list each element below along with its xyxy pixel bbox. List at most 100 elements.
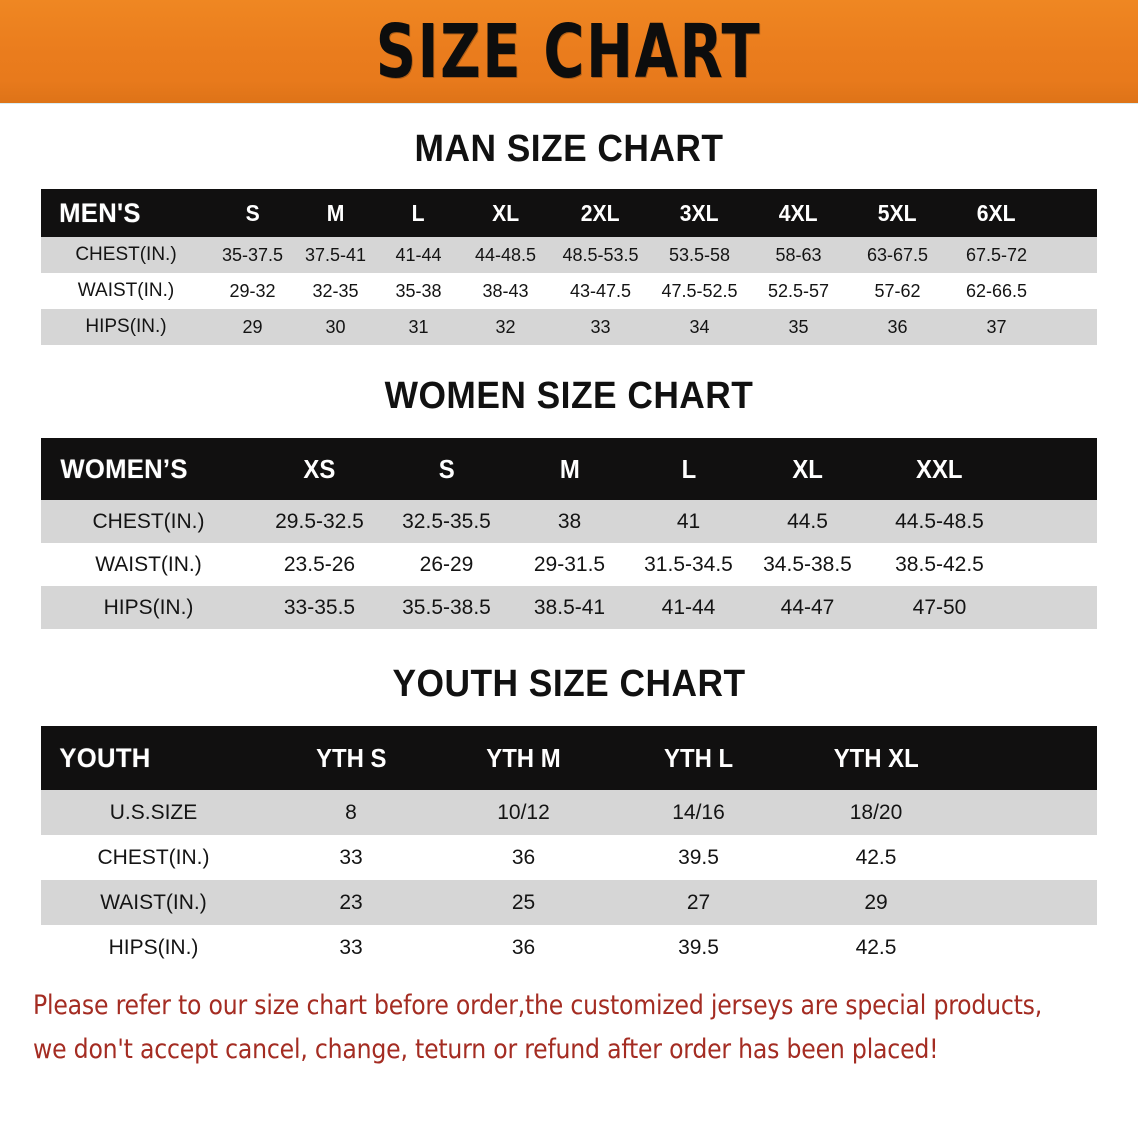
table-row: WAIST(IN.) 23.5-26 26-29 29-31.5 31.5-34… xyxy=(41,543,1097,586)
table-cell: 29-31.5 xyxy=(510,543,629,586)
table-cell: 63-67.5 xyxy=(848,237,947,273)
table-cell: 34 xyxy=(650,309,749,345)
table-cell-spacer xyxy=(1046,273,1097,309)
table-cell: 53.5-58 xyxy=(650,237,749,273)
table-cell-spacer xyxy=(1012,543,1097,586)
table-cell: 47.5-52.5 xyxy=(650,273,749,309)
table-cell: 34.5-38.5 xyxy=(748,543,867,586)
table-cell: 29.5-32.5 xyxy=(256,500,383,543)
man-col-header: 4XL xyxy=(749,189,848,237)
table-cell: 58-63 xyxy=(749,237,848,273)
table-cell: 44-47 xyxy=(748,586,867,629)
row-label: WAIST(IN.) xyxy=(41,273,211,309)
youth-col-header-spacer xyxy=(966,726,1097,790)
man-col-header: 6XL xyxy=(947,189,1046,237)
table-row: HIPS(IN.) 33 36 39.5 42.5 xyxy=(41,925,1097,970)
table-cell: 27 xyxy=(611,880,786,925)
row-label: HIPS(IN.) xyxy=(41,925,266,970)
table-cell-spacer xyxy=(966,790,1097,835)
table-cell: 32.5-35.5 xyxy=(383,500,510,543)
table-cell: 47-50 xyxy=(867,586,1012,629)
youth-col-header: YTH L xyxy=(611,726,786,790)
table-cell-spacer xyxy=(966,835,1097,880)
table-cell: 30 xyxy=(294,309,377,345)
table-cell: 62-66.5 xyxy=(947,273,1046,309)
table-row: HIPS(IN.) 33-35.5 35.5-38.5 38.5-41 41-4… xyxy=(41,586,1097,629)
table-cell-spacer xyxy=(1012,500,1097,543)
table-cell: 38.5-42.5 xyxy=(867,543,1012,586)
table-cell: 38.5-41 xyxy=(510,586,629,629)
table-cell-spacer xyxy=(1012,586,1097,629)
table-cell: 39.5 xyxy=(611,925,786,970)
women-col-header: S xyxy=(383,438,510,500)
row-label: WAIST(IN.) xyxy=(41,880,266,925)
table-cell: 35-38 xyxy=(377,273,460,309)
table-cell: 38-43 xyxy=(460,273,551,309)
women-corner-label: WOMEN’S xyxy=(41,438,256,500)
table-cell: 33 xyxy=(551,309,650,345)
youth-col-header: YTH XL xyxy=(786,726,966,790)
women-col-header: L xyxy=(629,438,748,500)
table-cell: 36 xyxy=(848,309,947,345)
table-cell: 32-35 xyxy=(294,273,377,309)
man-col-header: M xyxy=(294,189,377,237)
disclaimer-line-1: Please refer to our size chart before or… xyxy=(33,990,1043,1021)
table-cell-spacer xyxy=(966,925,1097,970)
table-cell: 29 xyxy=(786,880,966,925)
table-cell: 39.5 xyxy=(611,835,786,880)
women-col-header: M xyxy=(510,438,629,500)
man-corner-label: MEN'S xyxy=(41,189,211,237)
man-col-header: 3XL xyxy=(650,189,749,237)
table-cell: 33-35.5 xyxy=(256,586,383,629)
women-section-title: WOMEN SIZE CHART xyxy=(384,375,754,417)
table-cell: 35.5-38.5 xyxy=(383,586,510,629)
row-label: HIPS(IN.) xyxy=(41,586,256,629)
table-row: CHEST(IN.) 33 36 39.5 42.5 xyxy=(41,835,1097,880)
table-cell: 43-47.5 xyxy=(551,273,650,309)
man-section-title: MAN SIZE CHART xyxy=(414,128,724,170)
table-cell: 41 xyxy=(629,500,748,543)
table-cell: 31 xyxy=(377,309,460,345)
women-col-header: XL xyxy=(748,438,867,500)
table-row: CHEST(IN.) 35-37.5 37.5-41 41-44 44-48.5… xyxy=(41,237,1097,273)
table-row: U.S.SIZE 8 10/12 14/16 18/20 xyxy=(41,790,1097,835)
youth-section-title: YOUTH SIZE CHART xyxy=(392,663,746,705)
table-cell-spacer xyxy=(1046,237,1097,273)
man-col-header: 2XL xyxy=(551,189,650,237)
youth-col-header: YTH M xyxy=(436,726,611,790)
table-cell: 18/20 xyxy=(786,790,966,835)
women-table: WOMEN’S XS S M L XL XXL CHEST(IN.) 29.5-… xyxy=(41,438,1097,629)
man-col-header: XL xyxy=(460,189,551,237)
table-cell: 44.5-48.5 xyxy=(867,500,1012,543)
table-row: WAIST(IN.) 29-32 32-35 35-38 38-43 43-47… xyxy=(41,273,1097,309)
table-cell: 33 xyxy=(266,925,436,970)
page-banner: SIZE CHART xyxy=(0,0,1138,104)
row-label: CHEST(IN.) xyxy=(41,500,256,543)
table-cell: 35-37.5 xyxy=(211,237,294,273)
table-cell: 26-29 xyxy=(383,543,510,586)
table-row: HIPS(IN.) 29 30 31 32 33 34 35 36 37 xyxy=(41,309,1097,345)
youth-header-row: YOUTH YTH S YTH M YTH L YTH XL xyxy=(41,726,1097,790)
women-header-row: WOMEN’S XS S M L XL XXL xyxy=(41,438,1097,500)
table-cell: 23.5-26 xyxy=(256,543,383,586)
table-cell: 31.5-34.5 xyxy=(629,543,748,586)
table-cell: 36 xyxy=(436,925,611,970)
table-cell: 41-44 xyxy=(377,237,460,273)
women-size-table: WOMEN’S XS S M L XL XXL CHEST(IN.) 29.5-… xyxy=(41,438,1097,629)
disclaimer-line-2: we don't accept cancel, change, teturn o… xyxy=(33,1034,939,1065)
man-header-row: MEN'S S M L XL 2XL 3XL 4XL 5XL 6XL xyxy=(41,189,1097,237)
table-cell: 32 xyxy=(460,309,551,345)
row-label: CHEST(IN.) xyxy=(41,835,266,880)
man-col-header: L xyxy=(377,189,460,237)
table-row: CHEST(IN.) 29.5-32.5 32.5-35.5 38 41 44.… xyxy=(41,500,1097,543)
youth-size-table: YOUTH YTH S YTH M YTH L YTH XL U.S.SIZE … xyxy=(41,726,1097,970)
table-cell: 29-32 xyxy=(211,273,294,309)
table-cell: 25 xyxy=(436,880,611,925)
table-cell: 10/12 xyxy=(436,790,611,835)
youth-col-header: YTH S xyxy=(266,726,436,790)
women-col-header-spacer xyxy=(1012,438,1097,500)
row-label: CHEST(IN.) xyxy=(41,237,211,273)
table-row: WAIST(IN.) 23 25 27 29 xyxy=(41,880,1097,925)
page-title: SIZE CHART xyxy=(376,8,762,95)
man-col-header-spacer xyxy=(1046,189,1097,237)
